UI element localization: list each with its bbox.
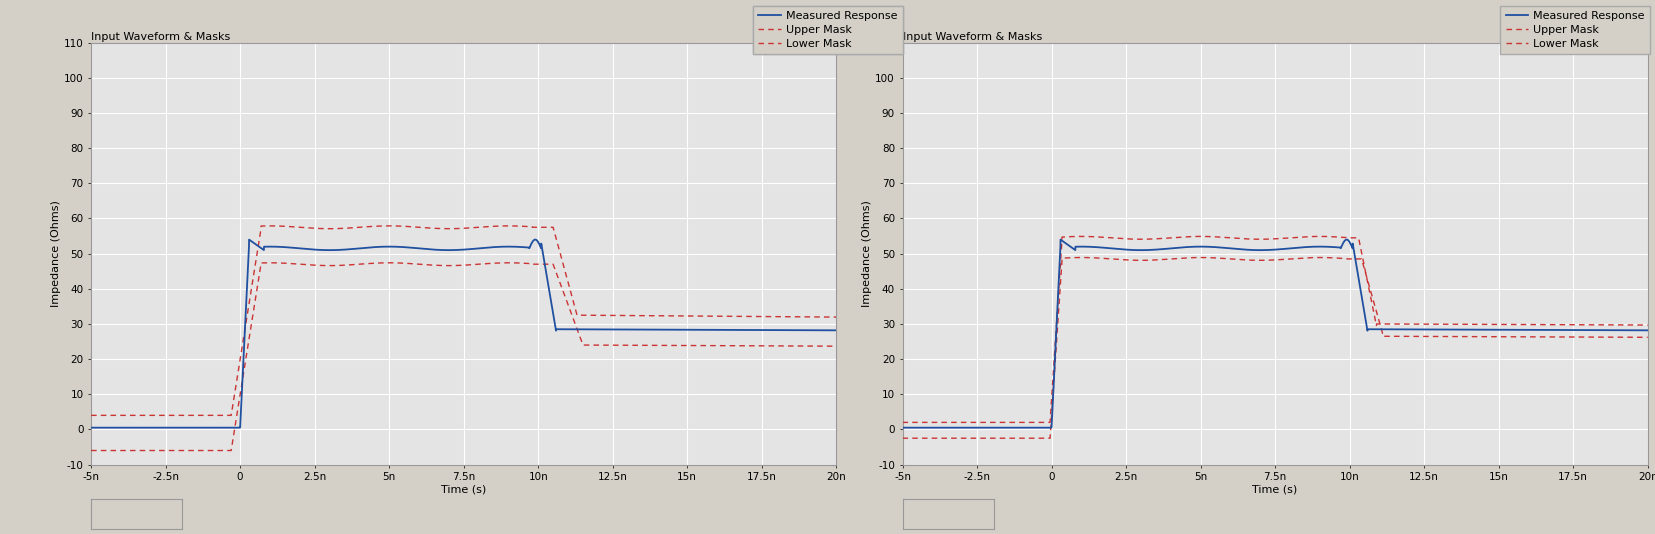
Text: Input Waveform & Masks: Input Waveform & Masks [902, 32, 1041, 42]
Y-axis label: Impedance (Ohms): Impedance (Ohms) [51, 200, 61, 307]
Legend: Measured Response, Upper Mask, Lower Mask: Measured Response, Upper Mask, Lower Mas… [1499, 5, 1650, 54]
Y-axis label: Impedance (Ohms): Impedance (Ohms) [862, 200, 872, 307]
Legend: Measured Response, Upper Mask, Lower Mask: Measured Response, Upper Mask, Lower Mas… [753, 5, 902, 54]
Text: Input Waveform & Masks: Input Waveform & Masks [91, 32, 230, 42]
X-axis label: Time (s): Time (s) [440, 485, 487, 495]
X-axis label: Time (s): Time (s) [1251, 485, 1298, 495]
